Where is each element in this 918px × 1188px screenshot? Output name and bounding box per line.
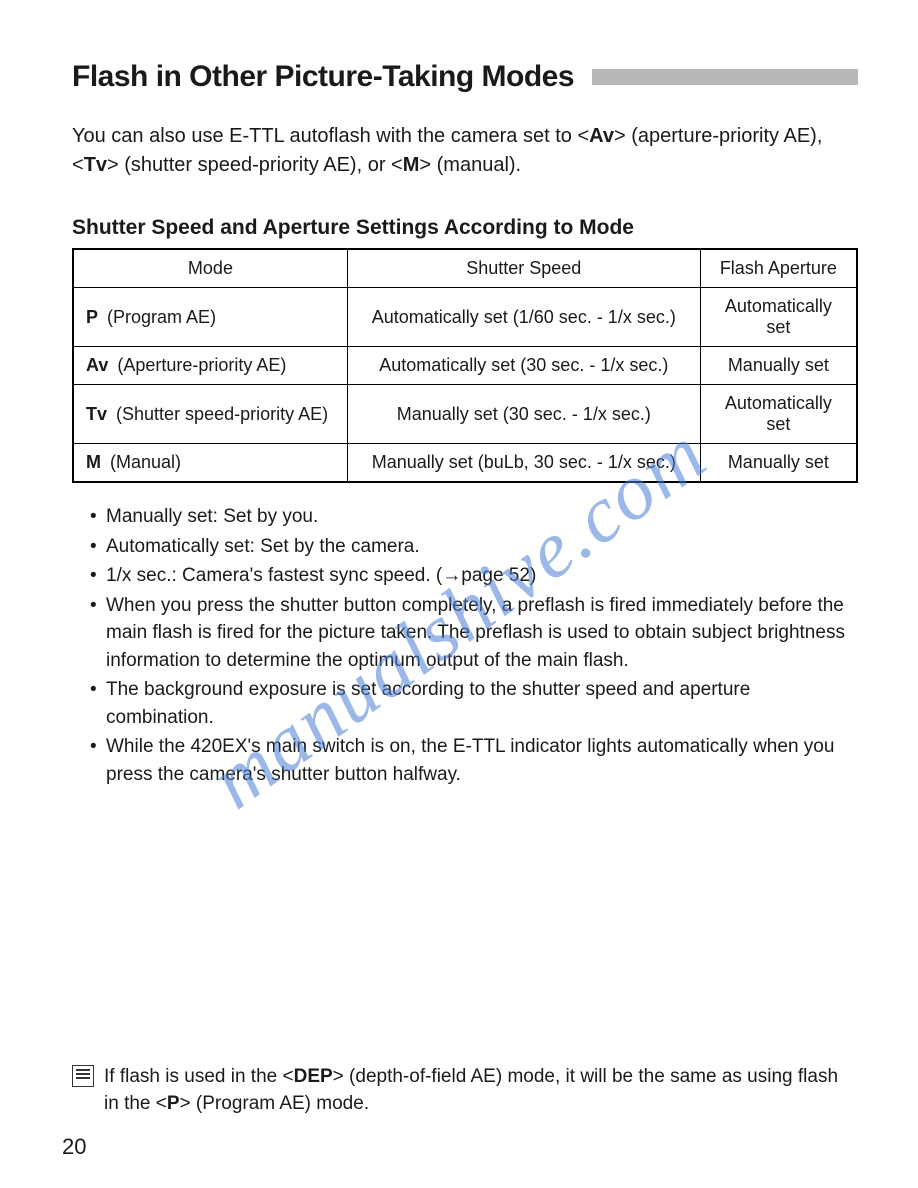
cell-aperture: Automatically set [700, 385, 857, 444]
footer-note: If flash is used in the <DEP> (depth-of-… [72, 1063, 858, 1118]
footer-note-text: If flash is used in the <DEP> (depth-of-… [104, 1063, 858, 1118]
table-row: M (Manual) Manually set (buLb, 30 sec. -… [73, 444, 857, 483]
cell-mode: Tv (Shutter speed-priority AE) [73, 385, 347, 444]
col-aperture: Flash Aperture [700, 249, 857, 288]
cell-mode: M (Manual) [73, 444, 347, 483]
section-heading: Shutter Speed and Aperture Settings Acco… [72, 216, 858, 240]
table-row: Av (Aperture-priority AE) Automatically … [73, 347, 857, 385]
modes-table: Mode Shutter Speed Flash Aperture P (Pro… [72, 248, 858, 483]
cell-mode: P (Program AE) [73, 288, 347, 347]
mode-symbol: P [86, 307, 98, 327]
list-item: 1/x sec.: Camera's fastest sync speed. (… [90, 562, 858, 590]
note-text: If flash is used in the < [104, 1066, 294, 1087]
mode-symbol: Av [86, 355, 108, 375]
table-row: P (Program AE) Automatically set (1/60 s… [73, 288, 857, 347]
intro-av: Av [589, 125, 614, 147]
intro-text: > (shutter speed-priority AE), or < [107, 154, 403, 176]
cell-aperture: Automatically set [700, 288, 857, 347]
table-header-row: Mode Shutter Speed Flash Aperture [73, 249, 857, 288]
cell-aperture: Manually set [700, 347, 857, 385]
page-title: Flash in Other Picture-Taking Modes [72, 60, 574, 94]
cell-shutter: Automatically set (30 sec. - 1/x sec.) [347, 347, 700, 385]
page-number: 20 [62, 1134, 86, 1160]
intro-tv: Tv [84, 154, 107, 176]
cell-aperture: Manually set [700, 444, 857, 483]
list-item: While the 420EX's main switch is on, the… [90, 733, 858, 788]
table-row: Tv (Shutter speed-priority AE) Manually … [73, 385, 857, 444]
note-dep: DEP [294, 1066, 333, 1087]
intro-paragraph: You can also use E-TTL autoflash with th… [72, 122, 858, 180]
list-item: The background exposure is set according… [90, 676, 858, 731]
note-text: > (Program AE) mode. [180, 1093, 370, 1114]
mode-symbol: M [86, 452, 101, 472]
mode-name: (Manual) [110, 452, 181, 472]
mode-name: (Aperture-priority AE) [117, 355, 286, 375]
notes-list: Manually set: Set by you. Automatically … [72, 503, 858, 788]
intro-text: > (manual). [419, 154, 521, 176]
mode-symbol: Tv [86, 404, 107, 424]
title-bar [592, 69, 858, 85]
col-mode: Mode [73, 249, 347, 288]
title-row: Flash in Other Picture-Taking Modes [72, 60, 858, 94]
cell-shutter: Automatically set (1/60 sec. - 1/x sec.) [347, 288, 700, 347]
list-item: When you press the shutter button comple… [90, 592, 858, 675]
list-item: Automatically set: Set by the camera. [90, 533, 858, 561]
col-shutter: Shutter Speed [347, 249, 700, 288]
cell-shutter: Manually set (buLb, 30 sec. - 1/x sec.) [347, 444, 700, 483]
cell-mode: Av (Aperture-priority AE) [73, 347, 347, 385]
note-p: P [167, 1093, 180, 1114]
mode-name: (Shutter speed-priority AE) [116, 404, 328, 424]
mode-name: (Program AE) [107, 307, 216, 327]
list-item: Manually set: Set by you. [90, 503, 858, 531]
cell-shutter: Manually set (30 sec. - 1/x sec.) [347, 385, 700, 444]
note-icon [72, 1065, 94, 1087]
intro-m: M [403, 154, 420, 176]
intro-text: You can also use E-TTL autoflash with th… [72, 125, 589, 147]
